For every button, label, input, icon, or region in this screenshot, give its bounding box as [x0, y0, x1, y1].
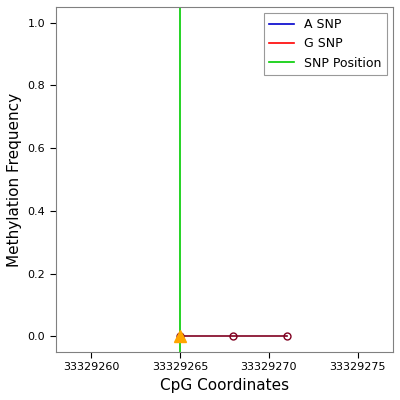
- Legend: A SNP, G SNP, SNP Position: A SNP, G SNP, SNP Position: [264, 13, 387, 75]
- X-axis label: CpG Coordinates: CpG Coordinates: [160, 378, 289, 393]
- Y-axis label: Methylation Frequency: Methylation Frequency: [7, 92, 22, 266]
